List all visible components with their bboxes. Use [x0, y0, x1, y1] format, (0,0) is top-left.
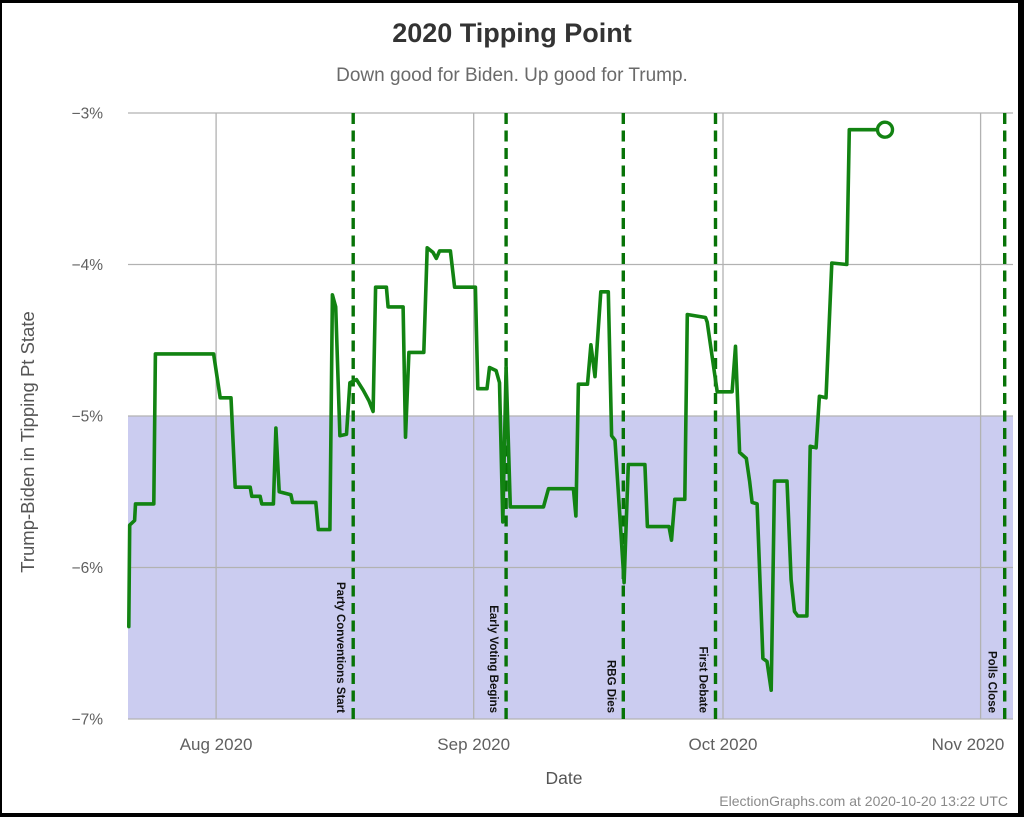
credit-text: ElectionGraphs.com at 2020-10-20 13:22 U… [719, 793, 1008, 809]
y-tick-label: −6% [72, 560, 104, 577]
window-border-right [1018, 0, 1024, 817]
x-tick-label: Nov 2020 [932, 735, 1005, 754]
y-tick-label: −4% [72, 257, 104, 274]
window-border-left [0, 0, 2, 817]
event-label: RBG Dies [604, 660, 616, 713]
y-tick-label: −7% [72, 712, 104, 729]
y-tick-label: −5% [72, 409, 104, 426]
event-label: Early Voting Begins [487, 605, 499, 713]
x-axis-label: Date [546, 768, 583, 788]
x-tick-label: Aug 2020 [180, 735, 253, 754]
endpoint-marker [875, 120, 895, 139]
page-title: 2020 Tipping Point [392, 18, 632, 48]
event-label: First Debate [697, 647, 709, 713]
page-subtitle: Down good for Biden. Up good for Trump. [336, 65, 688, 86]
y-tick-label: −3% [72, 106, 104, 123]
window-border-top [0, 0, 1024, 3]
x-tick-label: Oct 2020 [689, 735, 758, 754]
window-border-bottom [0, 813, 1024, 817]
event-label: Polls Close [986, 651, 998, 713]
y-axis-label: Trump-Biden in Tipping Pt State [17, 311, 38, 573]
x-tick-label: Sep 2020 [437, 735, 510, 754]
event-label: Party Conventions Start [334, 582, 346, 713]
margin-series-line [127, 127, 887, 692]
